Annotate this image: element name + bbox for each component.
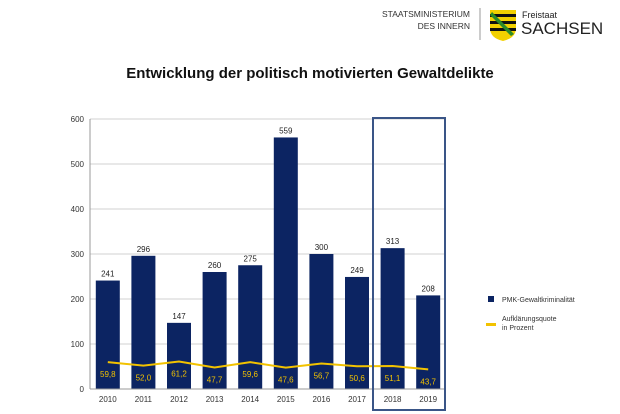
- legend-line-swatch: [486, 323, 496, 326]
- bar-value-label: 296: [137, 245, 151, 254]
- bar-value-label: 559: [279, 126, 293, 135]
- y-tick-label: 100: [71, 340, 85, 349]
- rate-value-label: 61,2: [171, 369, 187, 378]
- bar-2010: [95, 280, 120, 389]
- rate-value-label: 47,7: [207, 376, 223, 385]
- highlight-box: [372, 117, 446, 411]
- bar-value-label: 275: [244, 254, 258, 263]
- bar-2011: [131, 255, 156, 389]
- y-tick-label: 200: [71, 295, 85, 304]
- y-tick-label: 600: [71, 115, 85, 124]
- saxony-coat-of-arms: [490, 10, 516, 41]
- legend-line-label: Aufklärungsquote: [502, 316, 557, 323]
- ministry-line2: DES INNERN: [418, 21, 470, 31]
- x-tick-label: 2017: [348, 395, 366, 404]
- x-tick-label: 2011: [135, 395, 153, 404]
- bar-2015: [273, 137, 298, 389]
- chart-title: Entwicklung der politisch motivierten Ge…: [126, 65, 494, 82]
- y-tick-label: 500: [71, 160, 85, 169]
- bar-2012: [167, 322, 191, 389]
- rate-value-label: 56,7: [314, 371, 330, 380]
- x-tick-label: 2014: [241, 395, 259, 404]
- y-tick-label: 0: [80, 385, 85, 394]
- logo-freistaat: Freistaat: [522, 10, 558, 20]
- x-tick-label: 2018: [384, 395, 402, 404]
- rate-value-label: 47,6: [278, 376, 294, 385]
- bar-value-label: 249: [350, 266, 364, 275]
- y-tick-label: 300: [71, 250, 85, 259]
- x-tick-label: 2016: [313, 395, 331, 404]
- x-tick-label: 2012: [170, 395, 188, 404]
- rate-value-label: 51,1: [385, 374, 401, 383]
- rate-value-label: 43,7: [420, 377, 436, 386]
- bar-value-label: 313: [386, 237, 400, 246]
- clearance-rate-line: [107, 360, 429, 371]
- y-tick-label: 400: [71, 205, 85, 214]
- legend-bar-swatch: [488, 296, 494, 302]
- rate-value-label: 52,0: [136, 374, 152, 383]
- rate-value-label: 50,6: [349, 374, 365, 383]
- legend-line-label-2: in Prozent: [502, 325, 534, 332]
- rate-value-label: 59,6: [242, 370, 258, 379]
- x-tick-label: 2019: [419, 395, 437, 404]
- bar-2014: [238, 265, 263, 389]
- legend: PMK-Gewaltkriminalität Aufklärungsquote …: [486, 296, 575, 332]
- bar-value-label: 300: [315, 243, 329, 252]
- legend-bar-label: PMK-Gewaltkriminalität: [502, 297, 575, 304]
- bar-2017: [345, 276, 369, 389]
- bar-value-label: 260: [208, 261, 222, 270]
- bar-2013: [202, 272, 227, 389]
- bar-value-label: 241: [101, 270, 115, 279]
- x-tick-label: 2013: [206, 395, 224, 404]
- bar-value-label: 147: [172, 312, 186, 321]
- bar-2018: [380, 248, 405, 389]
- x-tick-label: 2015: [277, 395, 295, 404]
- ministry-line1: STAATSMINISTERIUM: [382, 9, 470, 19]
- header-logo: STAATSMINISTERIUM DES INNERN Freistaat S…: [382, 8, 603, 41]
- bar-2019: [416, 295, 441, 389]
- bar-2016: [309, 254, 334, 389]
- x-tick-label: 2010: [99, 395, 117, 404]
- rate-value-label: 59,8: [100, 370, 116, 379]
- bar-value-label: 208: [422, 284, 436, 293]
- logo-sachsen: SACHSEN: [521, 19, 603, 38]
